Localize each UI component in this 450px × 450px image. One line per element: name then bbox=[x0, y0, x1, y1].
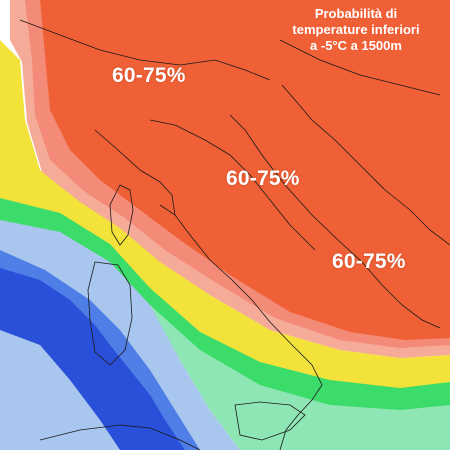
island-sardinia bbox=[87, 261, 133, 366]
border-alps bbox=[19, 19, 271, 81]
band-dark-blue bbox=[0, 268, 185, 450]
coastline-italy-west bbox=[159, 204, 323, 450]
coastline-italy-east bbox=[229, 114, 441, 329]
band-light-blue-inner bbox=[0, 330, 120, 450]
border-internal-italy bbox=[149, 119, 316, 251]
region-label-south: 60-75% bbox=[332, 250, 406, 273]
coastline-borders bbox=[19, 19, 450, 450]
region-label-north: 60-75% bbox=[112, 64, 186, 87]
coastline-ligurian bbox=[94, 129, 176, 216]
band-green bbox=[0, 195, 450, 410]
coastline-sicily bbox=[234, 401, 306, 441]
coastline-croatia bbox=[281, 84, 450, 246]
map-title-line-1: Probabilità di bbox=[314, 6, 398, 21]
map-title: Probabilità di temperature inferiori a -… bbox=[268, 6, 444, 54]
band-yellow bbox=[0, 40, 450, 388]
map-title-line-3: a -5°C a 1500m bbox=[310, 38, 402, 53]
border-balkans bbox=[279, 39, 441, 96]
band-light-green bbox=[0, 200, 450, 450]
region-label-center: 60-75% bbox=[226, 167, 300, 190]
island-corsica bbox=[109, 184, 134, 246]
coastline-africa bbox=[39, 424, 201, 450]
map-title-line-2: temperature inferiori bbox=[292, 22, 420, 37]
